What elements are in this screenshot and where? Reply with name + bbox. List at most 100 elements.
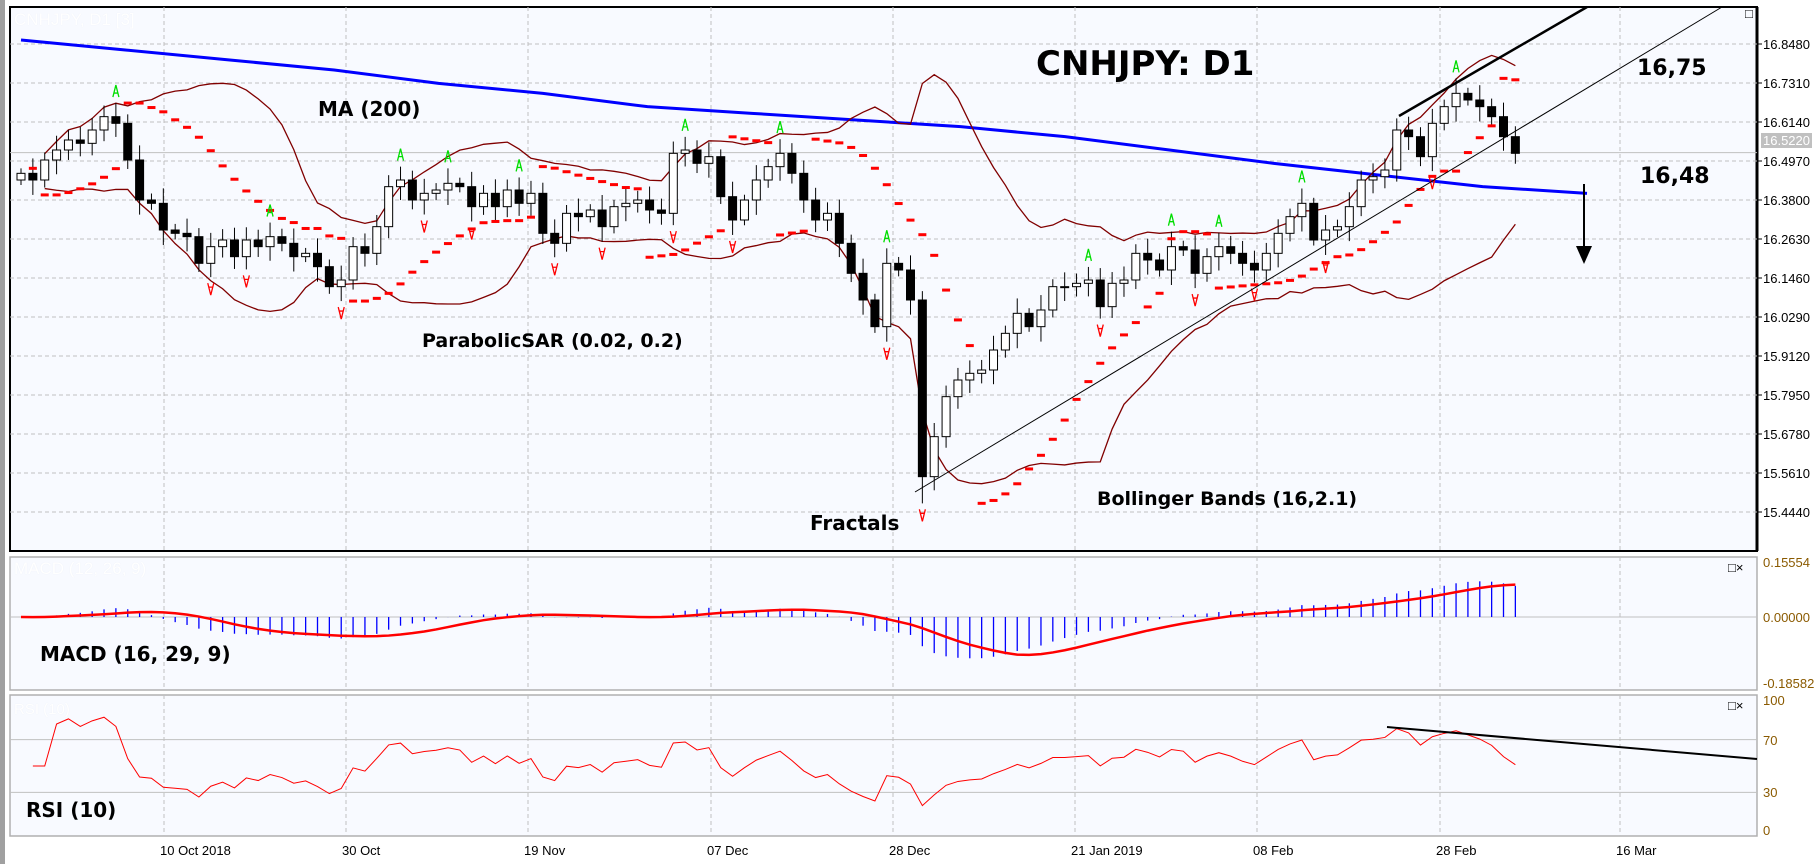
sar-dot [1238,284,1247,288]
rsi-line [32,716,1516,807]
bull-candle [1119,279,1129,284]
macd-signal-line [20,583,1516,657]
sar-dot [1084,380,1093,384]
sar-dot [574,173,583,177]
resistance-trendline [1398,5,1588,118]
bull-candle [680,149,690,154]
maximize-macd-button[interactable]: □× [1728,560,1744,575]
fractal-down-arrow [918,509,926,522]
sar-dot [989,498,998,502]
bull-candle [479,192,489,208]
sar-dot [242,189,251,193]
price-tick-label: 16.6140 [1763,114,1810,130]
bear-candle [787,152,797,174]
fractal-up-arrow [444,150,452,163]
date-tick-label: 07 Dec [707,843,749,858]
sar-dot [657,254,666,258]
fractal-up-arrow [515,159,523,172]
sar-dot [277,216,286,220]
down-arrow-icon [1576,246,1592,264]
ma-label: MA (200) [318,97,421,121]
chart-caption: CNHJPY, D1 [3] [14,10,135,29]
sar-dot [40,193,49,197]
sar-dot [693,241,702,245]
bull-candle [206,246,216,264]
bull-candle [241,239,251,258]
bull-candle [265,236,275,248]
sar-dot [123,101,132,105]
bull-candle [1202,256,1212,274]
bear-candle [692,149,702,164]
price-tick-label: 15.9120 [1763,348,1810,364]
bollinger-lower-band [44,187,1516,485]
bull-candle [301,252,311,258]
sar-dot [384,291,393,295]
bull-candle [609,206,619,228]
sar-dot [467,227,476,231]
sar-dot [799,229,808,233]
sar-dot [1214,286,1223,290]
bear-candle [811,199,821,221]
sar-dot [728,135,737,139]
bear-candle [1143,252,1153,261]
bull-candle [1048,286,1058,311]
sar-dot [894,202,903,206]
fractal-down-arrow [1191,293,1199,307]
bull-candle [1380,169,1390,178]
bear-candle [834,212,844,244]
bull-candle [585,209,595,218]
sar-dot [1096,361,1105,365]
sar-dot [1203,232,1211,236]
fractal-up-arrow [396,148,405,161]
sar-dot [218,164,227,168]
bear-candle [870,299,880,328]
date-tick-label: 08 Feb [1253,843,1294,858]
bull-candle [1012,312,1022,334]
price-tick-label: 16.3800 [1763,192,1810,208]
bull-candle [1427,122,1437,158]
sar-dot [111,167,120,171]
bear-candle [1510,136,1520,154]
fractal-up-arrow [1298,170,1306,183]
bull-candle [763,166,773,181]
bull-candle [396,179,406,188]
bull-candle [431,189,441,194]
bull-candle [977,369,987,374]
fractals-label: Fractals [810,511,900,535]
sar-dot [408,270,417,274]
sar-dot [1191,230,1200,234]
sar-dot [1226,285,1235,289]
bear-candle [490,192,500,208]
sar-dot [870,166,879,170]
fractal-down-arrow [551,263,559,276]
sar-dot [515,219,524,223]
price-tick-label: 15.4440 [1763,504,1810,520]
bull-candle [1368,176,1378,181]
target-level-label: 16,48 [1640,164,1710,189]
bear-candle [514,189,524,204]
bull-candle [1131,252,1141,281]
macd-panel [9,556,1758,691]
bull-candle [739,199,749,221]
sar-dot [337,236,346,240]
fractal-up-arrow [681,118,689,132]
bear-candle [182,232,192,238]
bull-candle [822,212,832,221]
sar-dot [1060,418,1069,422]
bull-candle [419,192,429,201]
bear-candle [597,209,607,228]
fractal-down-arrow [242,275,250,288]
maximize-main-button[interactable]: □ [1745,6,1753,21]
macd-tick-label: 0.00000 [1763,610,1810,625]
sar-dot [1333,255,1342,259]
bear-candle [111,116,121,124]
sar-dot [230,177,239,181]
sar-dot [752,139,761,143]
rsi-caption: RSI (10) [14,701,70,718]
maximize-rsi-button[interactable]: □× [1728,698,1744,713]
sar-dot [420,260,429,264]
bull-candle [218,239,228,248]
bull-candle [1439,106,1449,124]
bear-candle [75,139,85,144]
